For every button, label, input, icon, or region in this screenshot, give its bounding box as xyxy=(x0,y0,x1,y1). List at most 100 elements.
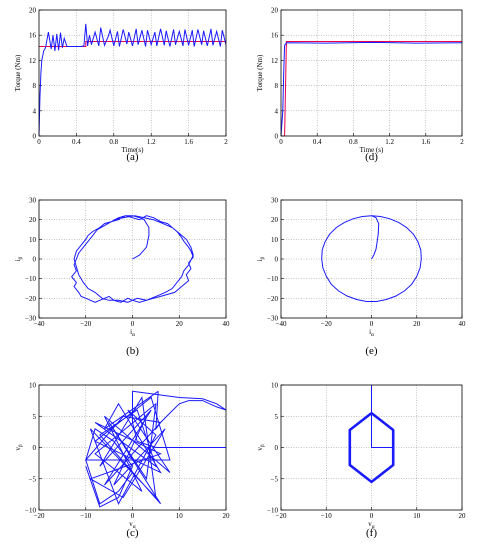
panel-caption: (a) xyxy=(126,151,139,163)
y-tick-label: 12 xyxy=(29,57,37,65)
series-line-b-0 xyxy=(71,215,194,303)
y-tick-label: 5 xyxy=(275,413,279,421)
x-axis-label: iα xyxy=(369,328,374,338)
x-tick-label: 1.6 xyxy=(421,138,430,146)
y-tick-label: 10 xyxy=(29,236,37,244)
y-tick-label: 16 xyxy=(29,32,37,40)
x-tick-label: −10 xyxy=(80,512,91,520)
x-tick-label: 10 xyxy=(413,512,421,520)
x-tick-label: −20 xyxy=(276,512,287,520)
y-tick-label: 20 xyxy=(29,216,37,224)
series-line-e-1 xyxy=(321,215,422,302)
series-line-e-0 xyxy=(371,215,380,260)
y-tick-label: 30 xyxy=(29,197,37,205)
y-axis-label: Torque (Nm) xyxy=(256,54,264,91)
y-tick-label: 8 xyxy=(275,82,279,90)
y-tick-label: −5 xyxy=(29,475,37,483)
x-tick-label: 0 xyxy=(370,320,374,328)
x-tick-label: 1.2 xyxy=(147,138,156,146)
y-tick-label: 0 xyxy=(33,256,37,264)
x-tick-label: 2 xyxy=(224,138,228,146)
x-tick-label: −40 xyxy=(34,320,45,328)
x-tick-label: 20 xyxy=(176,320,184,328)
y-tick-label: 12 xyxy=(271,57,279,65)
y-tick-label: −5 xyxy=(271,475,279,483)
y-tick-label: 5 xyxy=(33,413,37,421)
plot-frame xyxy=(280,199,463,319)
panel-caption: (e) xyxy=(365,345,378,357)
y-tick-label: 10 xyxy=(271,382,279,390)
x-axis-label: Time(s) xyxy=(122,146,145,154)
plot-frame xyxy=(38,384,227,511)
y-tick-label: −30 xyxy=(267,315,278,323)
panel-caption: (c) xyxy=(126,527,139,539)
chart-e: −40 −20 0 20 40 −30 −20 −10 0 10 20 30 iα iβ (e) xyxy=(256,197,466,358)
x-tick-label: 40 xyxy=(223,320,231,328)
chart-b: −40 −20 0 20 40 −30 −20 −10 0 10 20 30 iα iβ (b) xyxy=(14,197,230,358)
series-line-f-1 xyxy=(348,412,395,484)
x-tick-label: 0.8 xyxy=(109,138,118,146)
y-tick-label: −10 xyxy=(267,275,278,283)
y-axis-label: Torque (Nm) xyxy=(14,54,22,91)
y-axis-label: vβ xyxy=(14,444,24,451)
y-axis-label: iβ xyxy=(14,256,24,261)
x-tick-label: −20 xyxy=(80,320,91,328)
y-tick-label: −10 xyxy=(267,507,278,515)
series-line-d-1 xyxy=(281,41,462,136)
y-tick-label: 10 xyxy=(29,382,37,390)
y-tick-label: 0 xyxy=(275,133,279,141)
y-tick-label: 16 xyxy=(271,32,279,40)
y-tick-label: 0 xyxy=(33,444,37,452)
x-tick-label: 40 xyxy=(459,320,467,328)
y-tick-label: −10 xyxy=(25,507,36,515)
panel-caption: (b) xyxy=(126,345,139,357)
y-tick-label: 0 xyxy=(275,256,279,264)
x-axis-label: vα xyxy=(129,520,136,530)
x-tick-label: 20 xyxy=(459,512,467,520)
series-line-f-0 xyxy=(371,385,394,448)
plot-frame xyxy=(280,9,463,137)
y-tick-label: 4 xyxy=(33,107,37,115)
x-tick-label: −20 xyxy=(34,512,45,520)
series-line-c-1 xyxy=(132,390,226,431)
x-tick-label: 20 xyxy=(223,512,231,520)
y-axis-label: iβ xyxy=(256,256,266,261)
y-tick-label: 8 xyxy=(33,82,37,90)
y-tick-label: 0 xyxy=(33,133,37,141)
y-tick-label: 10 xyxy=(271,236,279,244)
y-axis-label: vβ xyxy=(256,444,266,451)
series-line-a-1 xyxy=(39,23,226,136)
x-tick-label: 1.2 xyxy=(385,138,394,146)
x-tick-label: 0 xyxy=(131,320,135,328)
series-line-d-0 xyxy=(281,41,462,136)
y-tick-label: 0 xyxy=(275,444,279,452)
x-axis-label: iα xyxy=(130,328,135,338)
x-tick-label: 0.4 xyxy=(313,138,322,146)
x-tick-label: 0.8 xyxy=(349,138,358,146)
x-tick-label: 0 xyxy=(279,138,283,146)
y-tick-label: −20 xyxy=(267,295,278,303)
panel-caption: (f) xyxy=(366,527,377,539)
y-tick-label: −30 xyxy=(25,315,36,323)
plot-frame xyxy=(280,384,463,511)
x-tick-label: 10 xyxy=(176,512,184,520)
y-tick-label: 20 xyxy=(271,216,279,224)
x-tick-label: 20 xyxy=(413,320,421,328)
panel-caption: (d) xyxy=(365,151,378,163)
plot-frame xyxy=(38,9,227,137)
series-line-c-3 xyxy=(85,428,134,508)
x-tick-label: −10 xyxy=(321,512,332,520)
y-tick-label: 4 xyxy=(275,107,279,115)
x-tick-label: −20 xyxy=(321,320,332,328)
x-axis-label: vα xyxy=(368,520,375,530)
plot-frame xyxy=(38,199,227,319)
x-axis-label: Time (s) xyxy=(360,146,384,154)
y-tick-label: −20 xyxy=(25,295,36,303)
x-tick-label: 0 xyxy=(370,512,374,520)
x-tick-label: 0.4 xyxy=(72,138,81,146)
